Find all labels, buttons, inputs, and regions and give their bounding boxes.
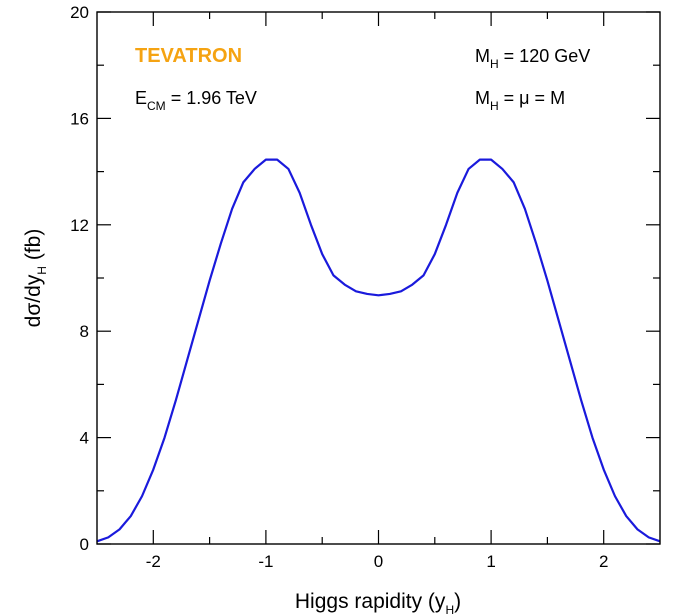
brand-label: TEVATRON: [135, 45, 242, 67]
y-tick-label: 12: [70, 216, 89, 235]
mass-annotation: MH = 120 GeV: [475, 46, 590, 71]
x-tick-label: 0: [374, 552, 383, 571]
y-tick-label: 0: [80, 535, 89, 554]
y-axis-title-sub: H: [35, 266, 49, 275]
y-axis-title-main: dσ/dy: [22, 274, 45, 327]
y-axis-title-end: (fb): [22, 229, 45, 266]
scale-main: M: [475, 88, 490, 108]
mass-end: = 120 GeV: [499, 46, 591, 66]
series-line: [96, 158, 661, 543]
minor-ticks: [97, 12, 660, 544]
ecm-end: = 1.96 TeV: [166, 88, 257, 108]
scale-sub: H: [490, 99, 499, 113]
ecm-main: E: [135, 88, 147, 108]
ecm-annotation: ECM = 1.96 TeV: [135, 88, 257, 113]
x-axis-title: Higgs rapidity (yH): [295, 590, 461, 616]
x-tick-label: 1: [486, 552, 495, 571]
scale-end: = μ = M: [499, 88, 565, 108]
x-axis-title-main: Higgs rapidity (y: [295, 590, 446, 613]
y-tick-label: 8: [80, 322, 89, 341]
ecm-sub: CM: [147, 99, 166, 113]
x-tick-label: 2: [599, 552, 608, 571]
mass-sub: H: [490, 57, 499, 71]
x-tick-label: -1: [258, 552, 273, 571]
y-tick-label: 16: [70, 109, 89, 128]
y-axis-title: dσ/dyH (fb): [22, 229, 49, 328]
x-axis-title-sub: H: [445, 603, 454, 616]
y-tick-label: 20: [70, 3, 89, 22]
x-tick-label: -2: [146, 552, 161, 571]
plot-frame: [96, 11, 661, 545]
x-axis-title-end: ): [454, 590, 461, 613]
brand-text: TEVATRON: [135, 45, 242, 67]
scale-annotation: MH = μ = M: [475, 88, 565, 113]
y-tick-label: 4: [80, 429, 89, 448]
mass-main: M: [475, 46, 490, 66]
